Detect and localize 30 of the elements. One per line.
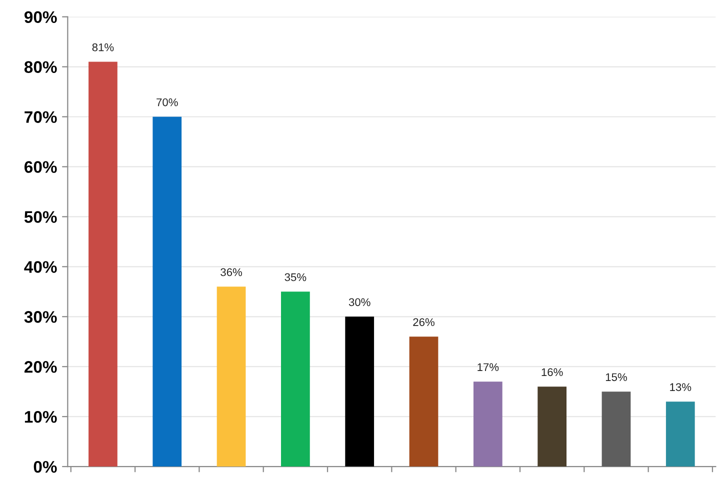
data-label: 17%	[478, 363, 499, 372]
bar	[345, 316, 374, 467]
bar	[152, 116, 182, 467]
y-tick-label: 70%	[24, 111, 57, 123]
data-label: 70%	[156, 98, 178, 106]
data-label: 13%	[670, 383, 692, 392]
y-tick-label: 30%	[24, 311, 57, 323]
y-tick-label: 60%	[24, 161, 57, 173]
data-label: 36%	[220, 268, 242, 276]
bar	[88, 62, 118, 467]
y-tick-label: 80%	[24, 61, 57, 73]
bar	[281, 292, 310, 467]
data-label: 26%	[413, 318, 434, 326]
bar	[473, 382, 502, 467]
y-tick-label: 90%	[24, 11, 57, 24]
y-tick-label: 20%	[24, 361, 57, 373]
data-label: 15%	[606, 373, 627, 382]
y-tick-label: 40%	[24, 261, 57, 273]
y-tick-label: 0%	[34, 460, 57, 473]
data-label: 81%	[92, 43, 114, 52]
data-label: 35%	[284, 273, 306, 282]
bar	[602, 392, 631, 467]
y-tick-label: 50%	[24, 211, 57, 223]
bar	[409, 336, 438, 467]
bar	[666, 402, 695, 467]
y-tick-label: 10%	[24, 410, 57, 423]
bar	[216, 286, 246, 467]
bar	[538, 386, 567, 467]
data-label: 30%	[348, 298, 370, 306]
data-label: 16%	[542, 368, 563, 376]
